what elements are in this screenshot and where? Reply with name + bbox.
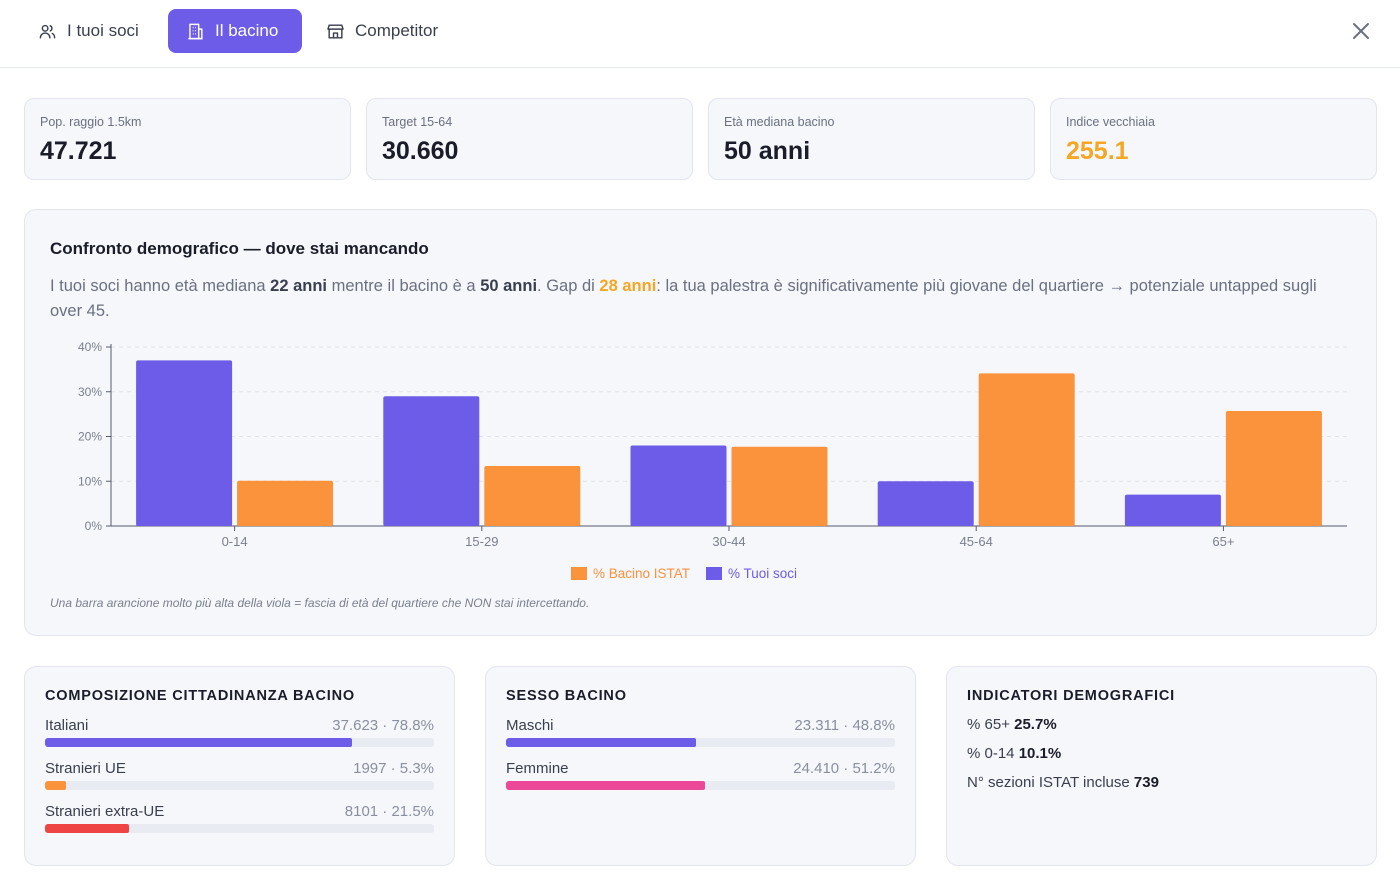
indicators-panel: INDICATORI DEMOGRAFICI % 65+ 25.7% % 0-1… (946, 666, 1377, 866)
bar-bacino-30-44 (731, 446, 828, 526)
desc-text: mentre il bacino è a (327, 277, 481, 295)
bar-value: 1997 · 5.3% (353, 760, 434, 777)
x-tick-label: 0-14 (222, 534, 248, 549)
y-tick-label: 10% (78, 474, 102, 488)
bar-label: Maschi (506, 717, 554, 734)
demographic-comparison-card: Confronto demografico — dove stai mancan… (24, 209, 1377, 636)
bar-value: 8101 · 21.5% (344, 803, 434, 820)
x-tick-label: 30-44 (712, 534, 745, 549)
bar-value: 37.623 · 78.8% (332, 717, 434, 734)
kpi-card-population: Pop. raggio 1.5km 47.721 (24, 98, 351, 180)
bar-soci-45-64 (877, 481, 974, 526)
desc-text: : la tua palestra è significativamente p… (50, 277, 1317, 320)
progress-fill (506, 738, 696, 747)
y-tick-label: 30% (78, 385, 102, 399)
bar-row-stranieri-extra-ue: Stranieri extra-UE 8101 · 21.5% (45, 803, 434, 833)
bar-row-italiani: Italiani 37.623 · 78.8% (45, 717, 434, 747)
bar-soci-65+ (1124, 494, 1221, 526)
users-icon (39, 24, 56, 39)
area-median-age: 50 anni (480, 277, 538, 295)
bar-label: Femmine (506, 760, 569, 777)
progress-track (45, 824, 434, 833)
panel-title: INDICATORI DEMOGRAFICI (967, 688, 1175, 704)
chart-title: Confronto demografico — dove stai mancan… (50, 239, 429, 258)
legend-label: % Tuoi soci (728, 566, 797, 581)
progress-track (45, 738, 434, 747)
y-tick-label: 0% (85, 519, 103, 533)
legend-swatch (706, 567, 722, 580)
tab-competitor[interactable]: Competitor (308, 9, 456, 53)
tab-soci[interactable]: I tuoi soci (20, 9, 157, 53)
legend-swatch (571, 567, 587, 580)
indicator-value: 739 (1133, 774, 1159, 791)
indicator-value: 25.7% (1014, 716, 1057, 733)
bar-soci-0-14 (136, 360, 233, 526)
bar-value: 23.311 · 48.8% (794, 717, 895, 734)
chart-note: Una barra arancione molto più alta della… (50, 596, 590, 610)
x-tick-label: 15-29 (465, 534, 498, 549)
progress-track (45, 781, 434, 790)
bar-row-stranieri-ue: Stranieri UE 1997 · 5.3% (45, 760, 434, 790)
kpi-card-target: Target 15-64 30.660 (366, 98, 693, 180)
legend-label: % Bacino ISTAT (593, 566, 690, 581)
y-tick-label: 40% (78, 340, 102, 354)
kpi-card-aging-index: Indice vecchiaia 255.1 (1050, 98, 1377, 180)
close-icon[interactable] (1349, 19, 1373, 43)
tab-label: Competitor (355, 21, 439, 40)
bar-soci-15-29 (383, 396, 480, 526)
progress-fill (506, 781, 706, 790)
indicator-label: N° sezioni ISTAT incluse (967, 774, 1134, 791)
tab-label: Il bacino (215, 21, 279, 40)
age-bar-chart: 0% 10% 20% 30% 40% 0-14 15-29 30-44 45-64 65+ % Ba… (78, 340, 1347, 581)
indicator-istat-sections: N° sezioni ISTAT incluse 739 (967, 774, 1356, 791)
bar-label: Italiani (45, 717, 89, 734)
indicator-label: % 65+ (967, 716, 1015, 733)
indicator-value: 10.1% (1018, 745, 1062, 762)
bar-bacino-65+ (1225, 410, 1322, 526)
x-tick-label: 65+ (1212, 534, 1234, 549)
kpi-value: 50 anni (724, 137, 811, 165)
progress-fill (45, 824, 129, 833)
progress-fill (45, 781, 66, 790)
age-gap: 28 anni (599, 277, 657, 295)
bar-label: Stranieri extra-UE (45, 803, 165, 820)
tab-bacino[interactable]: Il bacino (168, 9, 302, 53)
members-median-age: 22 anni (270, 277, 328, 295)
chart-description: I tuoi soci hanno età mediana 22 anni me… (50, 274, 1340, 324)
bar-row-femmine: Femmine 24.410 · 51.2% (506, 760, 895, 790)
y-tick-label: 20% (78, 430, 102, 444)
panel-title: SESSO BACINO (506, 688, 627, 704)
kpi-label: Target 15-64 (382, 115, 453, 129)
indicator-over-65: % 65+ 25.7% (967, 716, 1356, 733)
kpi-label: Pop. raggio 1.5km (40, 115, 142, 129)
citizenship-panel: COMPOSIZIONE CITTADINANZA BACINO Italian… (24, 666, 455, 866)
kpi-card-median-age: Età mediana bacino 50 anni (708, 98, 1035, 180)
desc-text: I tuoi soci hanno età mediana (50, 277, 271, 295)
progress-track (506, 738, 895, 747)
store-icon (327, 23, 344, 39)
indicator-label: % 0-14 (967, 745, 1019, 762)
bar-row-maschi: Maschi 23.311 · 48.8% (506, 717, 895, 747)
x-tick-label: 45-64 (960, 534, 993, 549)
progress-track (506, 781, 895, 790)
indicator-0-14: % 0-14 10.1% (967, 745, 1356, 762)
kpi-label: Età mediana bacino (724, 115, 835, 129)
progress-fill (45, 738, 352, 747)
bar-bacino-0-14 (237, 480, 334, 526)
bar-soci-30-44 (630, 445, 727, 526)
kpi-value: 255.1 (1066, 137, 1129, 165)
building-icon (188, 23, 203, 39)
bar-bacino-15-29 (484, 466, 581, 526)
kpi-label: Indice vecchiaia (1066, 115, 1155, 129)
bar-label: Stranieri UE (45, 760, 126, 777)
desc-text: . Gap di (537, 277, 600, 295)
panel-title: COMPOSIZIONE CITTADINANZA BACINO (45, 688, 355, 704)
gender-panel: SESSO BACINO Maschi 23.311 · 48.8% Femmin… (485, 666, 916, 866)
kpi-value: 47.721 (40, 137, 117, 165)
kpi-value: 30.660 (382, 137, 459, 165)
bar-value: 24.410 · 51.2% (793, 760, 895, 777)
tab-label: I tuoi soci (67, 21, 139, 40)
bar-bacino-45-64 (978, 373, 1075, 526)
tab-bar: I tuoi soci Il bacino Competitor (0, 0, 1400, 68)
